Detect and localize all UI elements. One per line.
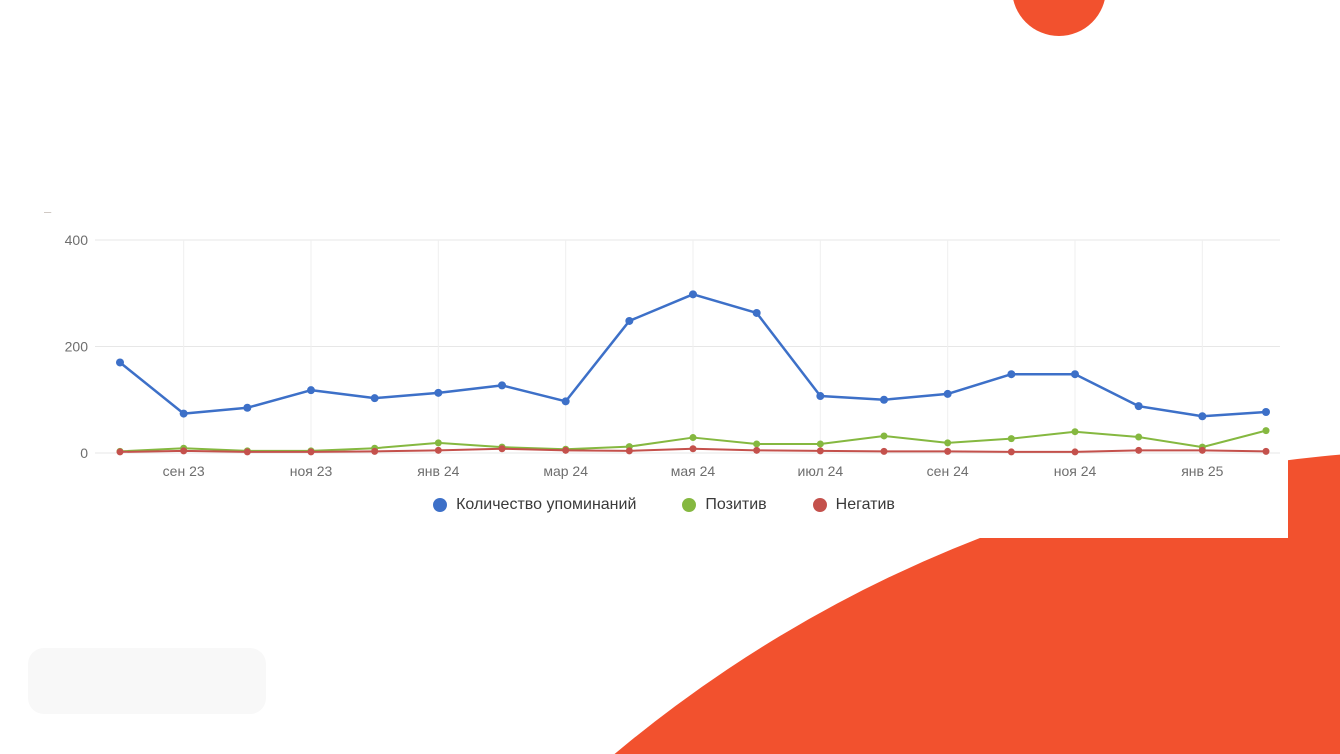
data-point — [944, 439, 952, 447]
chart-card: 0 200 400 сен 23 ноя 23 янв 24 мар 24 мая 24 июл… — [40, 224, 1288, 538]
data-point — [116, 358, 124, 367]
y-axis-tick-label: 0 — [80, 445, 88, 461]
legend-item-1[interactable]: Позитив — [682, 496, 767, 514]
legend-label: Негатив — [835, 496, 895, 513]
data-point — [1007, 435, 1015, 443]
data-point — [880, 395, 888, 404]
data-point — [816, 440, 824, 448]
y-axis-tick-label: 400 — [65, 232, 89, 248]
data-point — [1135, 433, 1143, 441]
legend-label: Количество упоминаний — [456, 496, 637, 513]
data-point — [179, 409, 188, 418]
data-point — [880, 432, 888, 440]
legend-dot — [812, 498, 827, 512]
series-2 — [116, 445, 1270, 456]
x-axis-tick-label: июл 24 — [798, 463, 844, 479]
x-axis-tick-label: мар 24 — [543, 463, 588, 479]
data-point — [1262, 407, 1270, 416]
watermark-placeholder — [28, 648, 266, 714]
data-point — [625, 316, 634, 325]
decor-circle-top-right — [1012, 0, 1106, 36]
data-point — [562, 446, 570, 454]
data-point — [434, 388, 443, 397]
series-0 — [116, 290, 1270, 421]
data-point — [1134, 402, 1143, 411]
data-point — [434, 446, 442, 454]
data-point — [116, 448, 124, 456]
data-point — [753, 446, 761, 454]
data-point — [1071, 428, 1079, 436]
data-point — [498, 381, 506, 390]
data-point — [1071, 448, 1079, 456]
data-point — [371, 447, 379, 455]
legend-item-0[interactable]: Количество упоминаний — [433, 496, 636, 514]
data-point — [1071, 370, 1079, 379]
data-point — [816, 447, 824, 455]
data-point — [1262, 447, 1270, 455]
data-point — [753, 440, 761, 448]
data-point — [689, 290, 697, 299]
data-point — [1007, 370, 1016, 379]
x-axis-tick-label: янв 24 — [417, 463, 459, 479]
data-point — [1135, 446, 1143, 454]
legend-dot — [682, 498, 697, 512]
legend-label: Позитив — [705, 496, 767, 513]
data-point — [307, 448, 315, 456]
sentiment-chart: 0 200 400 сен 23 ноя 23 янв 24 мар 24 мая 24 июл… — [65, 232, 1280, 479]
data-point — [816, 392, 825, 401]
dash-mark: – — [44, 204, 52, 219]
data-point — [689, 445, 697, 453]
x-axis-tick-label: мая 24 — [671, 463, 716, 479]
data-point — [434, 439, 442, 447]
data-point — [243, 403, 252, 412]
data-point — [943, 389, 952, 398]
data-point — [880, 447, 888, 455]
x-axis-tick-label: ноя 24 — [1054, 463, 1097, 479]
legend-dot — [433, 498, 448, 512]
data-point — [1198, 412, 1207, 421]
data-point — [1007, 448, 1015, 456]
x-axis-tick-label: ноя 23 — [290, 463, 333, 479]
data-point — [561, 397, 570, 406]
data-point — [180, 447, 188, 455]
y-axis-tick-label: 200 — [65, 339, 89, 355]
data-point — [1262, 427, 1270, 435]
data-point — [944, 447, 952, 455]
data-point — [307, 386, 315, 395]
data-point — [689, 434, 697, 442]
data-point — [752, 308, 761, 317]
data-point — [370, 394, 379, 403]
x-axis-tick-label: янв 25 — [1181, 463, 1223, 479]
data-point — [625, 447, 633, 455]
x-axis-tick-label: сен 23 — [163, 463, 205, 479]
data-point — [498, 445, 506, 453]
data-point — [243, 448, 251, 456]
chart-legend: Количество упоминаний Позитив Негатив — [40, 496, 1288, 514]
x-axis-tick-label: сен 24 — [927, 463, 969, 479]
data-point — [1198, 446, 1206, 454]
legend-item-2[interactable]: Негатив — [812, 496, 895, 514]
